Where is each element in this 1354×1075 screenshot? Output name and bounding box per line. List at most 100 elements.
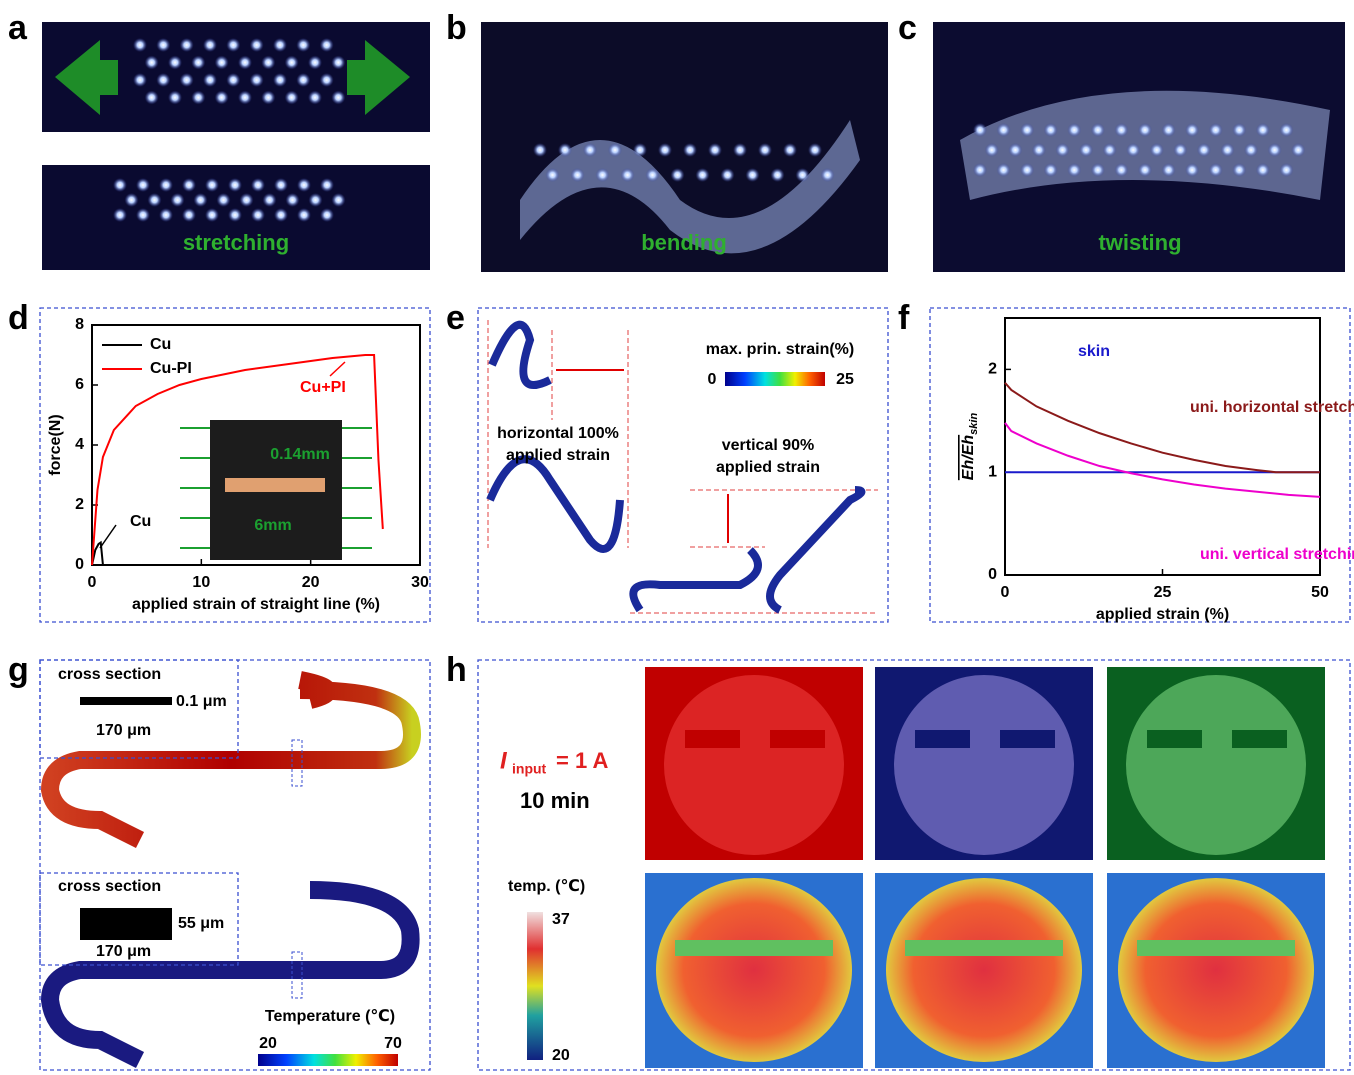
y-tick-label: 8 xyxy=(75,316,84,333)
colorbar-title: Temperature (℃) xyxy=(265,1008,395,1025)
led xyxy=(145,91,159,105)
led xyxy=(1268,143,1282,157)
led xyxy=(1150,143,1164,157)
y-tick-label: 4 xyxy=(75,436,84,453)
led xyxy=(203,73,217,87)
led xyxy=(228,208,242,222)
eye xyxy=(1147,730,1202,748)
colorbar-label: 20 xyxy=(259,1035,277,1052)
face xyxy=(1118,878,1314,1062)
led xyxy=(1244,143,1258,157)
led xyxy=(771,168,785,182)
led xyxy=(217,193,231,207)
led xyxy=(1103,143,1117,157)
led xyxy=(191,91,205,105)
led xyxy=(1185,123,1199,137)
x-tick-label: 0 xyxy=(88,574,97,591)
panel-letter: f xyxy=(898,299,910,337)
led xyxy=(1185,163,1199,177)
series-line xyxy=(1005,383,1320,472)
led xyxy=(1091,163,1105,177)
led xyxy=(285,56,299,70)
led xyxy=(263,193,277,207)
colorbar xyxy=(258,1054,398,1066)
led xyxy=(583,143,597,157)
legend-label: Cu-PI xyxy=(150,360,192,377)
led xyxy=(621,168,635,182)
led xyxy=(182,208,196,222)
caption: stretching xyxy=(183,230,289,255)
label: applied strain xyxy=(716,459,820,476)
led xyxy=(1256,123,1270,137)
led xyxy=(331,56,345,70)
x-tick-label: 20 xyxy=(302,574,320,591)
led xyxy=(1232,123,1246,137)
series-label: skin xyxy=(1078,343,1110,360)
colorbar-title: temp. (℃) xyxy=(508,878,585,895)
face xyxy=(886,878,1082,1062)
x-tick-label: 10 xyxy=(192,574,210,591)
led xyxy=(1279,123,1293,137)
led xyxy=(182,178,196,192)
led xyxy=(205,208,219,222)
led xyxy=(205,178,219,192)
caption: bending xyxy=(641,230,727,255)
led xyxy=(1056,143,1070,157)
annotation: Cu+PI xyxy=(300,379,346,396)
label: cross section xyxy=(58,666,161,683)
led xyxy=(308,91,322,105)
led xyxy=(985,143,999,157)
y-tick-label: 1 xyxy=(988,463,997,480)
cross-section xyxy=(80,908,172,940)
led xyxy=(251,178,265,192)
serpentine xyxy=(633,490,861,610)
led xyxy=(1044,163,1058,177)
plot-frame xyxy=(1005,318,1320,575)
label: = 1 A xyxy=(556,748,608,773)
led xyxy=(1114,163,1128,177)
x-tick-label: 50 xyxy=(1311,584,1329,601)
led xyxy=(285,91,299,105)
y-axis-label-main: force(N) xyxy=(47,414,64,475)
y-axis-label: force(N) xyxy=(47,414,64,475)
led xyxy=(808,143,822,157)
series-label: uni. horizontal stretching xyxy=(1190,399,1354,416)
led xyxy=(533,143,547,157)
led xyxy=(997,123,1011,137)
face xyxy=(656,878,852,1062)
led xyxy=(148,193,162,207)
led xyxy=(633,143,647,157)
led xyxy=(1232,163,1246,177)
led xyxy=(821,168,835,182)
led xyxy=(1209,123,1223,137)
panel-e: max. prin. strain(%) 0 25 horizontal 100… xyxy=(488,320,878,613)
label: 170 μm xyxy=(96,722,151,739)
x-tick-label: 0 xyxy=(1001,584,1010,601)
led xyxy=(308,56,322,70)
colorbar-label: 70 xyxy=(384,1035,402,1052)
led xyxy=(297,178,311,192)
panel-letter: g xyxy=(8,651,29,689)
led xyxy=(180,73,194,87)
panel-g: cross section 0.1 μm 170 μm cross sectio… xyxy=(40,660,412,1066)
led xyxy=(558,143,572,157)
series-label: uni. vertical stretching xyxy=(1200,546,1354,563)
panel-letter: d xyxy=(8,299,29,337)
led xyxy=(156,73,170,87)
label: 0.1 μm xyxy=(176,693,227,710)
led xyxy=(1079,143,1093,157)
led xyxy=(796,168,810,182)
led xyxy=(274,208,288,222)
led xyxy=(320,178,334,192)
colorbar xyxy=(725,372,825,386)
inset-label: 6mm xyxy=(254,517,291,534)
label: 10 min xyxy=(520,788,590,813)
colorbar-label: 0 xyxy=(708,371,717,388)
led xyxy=(331,91,345,105)
led xyxy=(1173,143,1187,157)
led xyxy=(973,123,987,137)
led xyxy=(1114,123,1128,137)
led xyxy=(194,193,208,207)
x-tick-label: 25 xyxy=(1154,584,1172,601)
y-tick-label: 6 xyxy=(75,376,84,393)
